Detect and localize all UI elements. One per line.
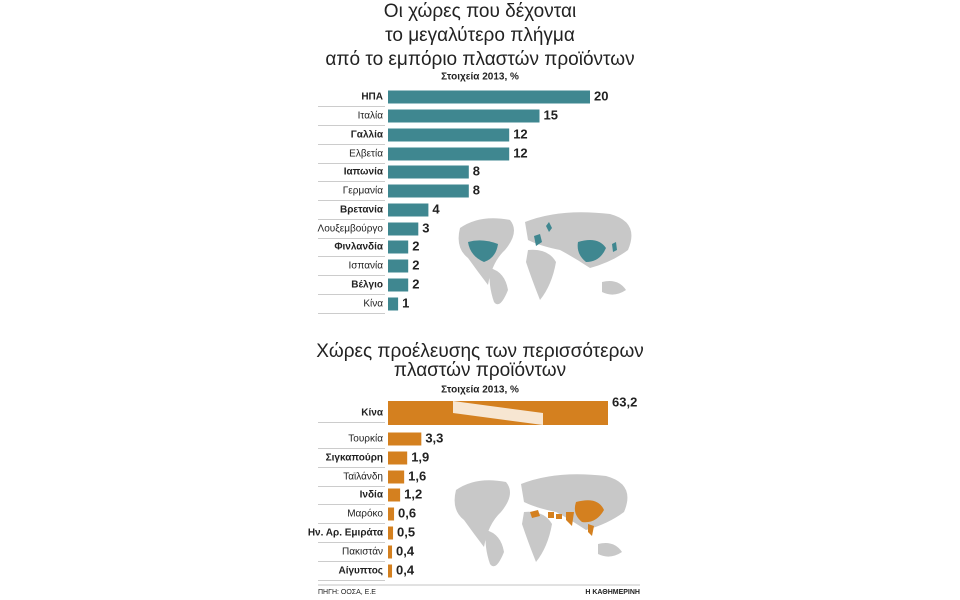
value-label: 1,2 (404, 486, 422, 501)
bar (388, 564, 393, 578)
chart-title: πλαστών προϊόντων (394, 360, 566, 381)
chart-subtitle: Στοιχεία 2013, % (441, 385, 519, 396)
value-label: 12 (513, 126, 527, 141)
chart-title: Χώρες προέλευσης των περισσότερων (316, 341, 644, 362)
value-label: 8 (473, 182, 480, 197)
bar (388, 240, 409, 254)
category-label: Ιαπωνία (344, 167, 384, 178)
bar (388, 259, 409, 273)
bar (388, 165, 469, 179)
category-label: Γερμανία (343, 185, 383, 197)
bar (388, 184, 469, 198)
value-label: 0,6 (398, 505, 416, 520)
value-label: 2 (412, 257, 419, 272)
value-label: 2 (412, 276, 419, 291)
value-label: 0,4 (396, 562, 415, 577)
category-label: Λουξεμβούργο (318, 223, 384, 235)
value-label: 1,6 (408, 468, 426, 483)
category-label: Μαρόκο (347, 508, 383, 520)
bar (388, 203, 429, 217)
category-label: Ταϊλάνδη (343, 471, 383, 483)
value-label: 12 (513, 145, 527, 160)
bar (388, 488, 401, 502)
category-label: Σιγκαπούρη (326, 453, 383, 464)
category-label: Βέλγιο (351, 280, 383, 291)
value-label: 1 (402, 295, 409, 310)
category-label: Κίνα (361, 408, 384, 419)
category-label: Κίνα (363, 298, 383, 310)
publisher: Η ΚΑΘΗΜΕΡΙΝΗ (585, 589, 640, 596)
value-label: 4 (432, 201, 440, 216)
bar (388, 451, 408, 465)
category-label: Ινδία (360, 490, 384, 501)
bar (388, 109, 540, 123)
chart-title: το μεγαλύτερο πλήγμα (385, 25, 575, 46)
chart-title: από το εμπόριο πλαστών προϊόντων (325, 49, 634, 70)
value-label: 0,4 (396, 543, 415, 558)
axis-break (453, 401, 543, 425)
bar (388, 545, 393, 559)
category-label: Τουρκία (348, 433, 383, 445)
category-label: Ελβετία (349, 148, 383, 160)
bar (388, 222, 419, 236)
value-label: 3,3 (425, 430, 443, 445)
world-map-2 (454, 474, 628, 567)
value-label: 15 (544, 107, 558, 122)
category-label: Φινλανδία (334, 242, 384, 253)
value-label: 63,2 (612, 394, 637, 409)
value-label: 20 (594, 88, 608, 103)
category-label: Ισπανία (349, 260, 384, 272)
category-label: Ην. Αρ. Εμιράτα (308, 528, 384, 539)
world-map-1 (458, 212, 632, 305)
bar (388, 507, 395, 521)
category-label: ΗΠΑ (361, 92, 383, 103)
bar (388, 128, 510, 142)
bar (388, 90, 590, 104)
chart-title: Οι χώρες που δέχονται (384, 1, 576, 22)
bar (388, 147, 510, 161)
value-label: 0,5 (397, 524, 415, 539)
bar (388, 432, 422, 446)
chart-subtitle: Στοιχεία 2013, % (441, 72, 519, 83)
bar (388, 470, 405, 484)
bar (388, 297, 399, 311)
source: ΠΗΓΗ: ΟΟΣΑ, Ε.Ε (318, 589, 376, 596)
category-label: Ιταλία (358, 110, 384, 122)
value-label: 2 (412, 238, 419, 253)
category-label: Βρετανία (340, 205, 384, 216)
bar (388, 278, 409, 292)
value-label: 8 (473, 163, 480, 178)
category-label: Γαλλία (351, 130, 384, 141)
value-label: 3 (422, 220, 429, 235)
bar (388, 526, 394, 540)
category-label: Πακιστάν (342, 546, 383, 558)
category-label: Αίγυπτος (338, 566, 383, 577)
value-label: 1,9 (411, 449, 429, 464)
